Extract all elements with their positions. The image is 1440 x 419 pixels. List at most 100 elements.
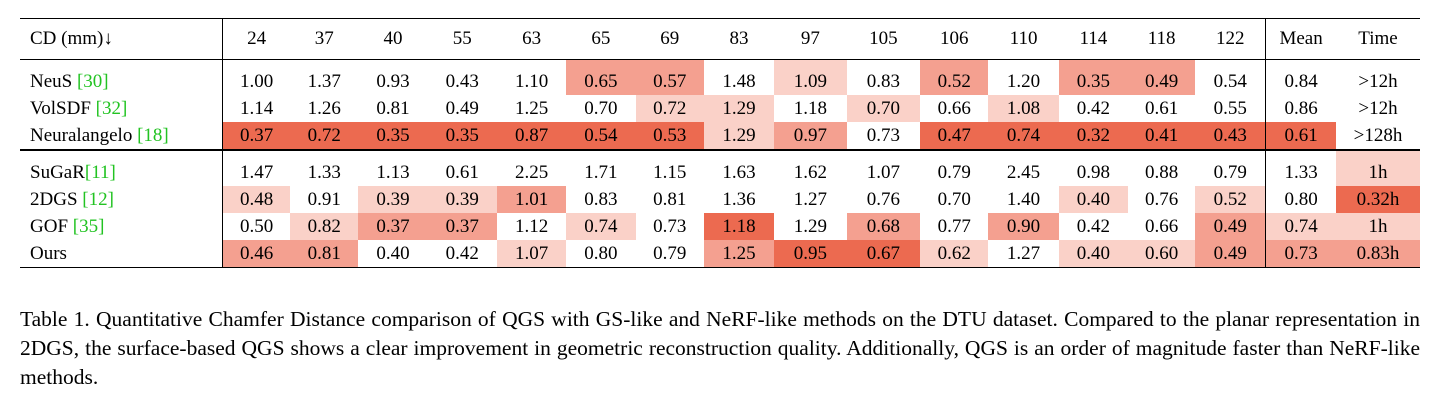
value-cell: 0.49 — [1195, 213, 1267, 240]
value-cell: 1.18 — [793, 97, 828, 119]
value-cell: 0.83 — [584, 188, 618, 210]
value-cell: >12h — [1336, 59, 1420, 95]
method-label: 2DGS — [30, 188, 83, 210]
value-cell: 0.54 — [1195, 59, 1267, 95]
value-cell: 0.40 — [1058, 240, 1129, 268]
value-cell: 0.98 — [1058, 149, 1129, 186]
value-cell: 0.77 — [937, 215, 971, 237]
value-cell: 1.29 — [703, 95, 775, 122]
value-cell: 0.43 — [427, 59, 497, 95]
method-name: NeuS [30] — [20, 59, 224, 95]
value-cell: 0.49 — [1195, 240, 1267, 268]
value-cell: 1.15 — [635, 149, 704, 186]
value-cell: 0.91 — [307, 188, 341, 210]
method-name: VolSDF [32] — [20, 95, 224, 122]
value-cell: 0.37 — [222, 122, 291, 150]
citation-link[interactable]: [11] — [84, 161, 116, 183]
method-label: NeuS — [30, 70, 77, 92]
value-cell: 0.35 — [358, 122, 428, 150]
value-cell: 1.25 — [703, 240, 775, 268]
value-cell: 0.37 — [427, 213, 497, 240]
value-cell: 0.39 — [427, 186, 497, 213]
table-row: Neuralangelo [18] 0.37 0.72 0.35 0.35 0.87 0.5… — [20, 122, 1420, 150]
value-cell: 1.27 — [793, 188, 828, 210]
value-cell: 0.73 — [1265, 240, 1337, 268]
value-cell: 0.93 — [358, 59, 428, 95]
value-cell: 1.29 — [793, 215, 828, 237]
value-cell: 0.35 — [427, 122, 497, 150]
method-name: 2DGS [12] — [20, 186, 224, 213]
method-name: GOF [35] — [20, 213, 224, 240]
value-cell: 0.47 — [920, 122, 989, 150]
value-cell: 0.88 — [1128, 149, 1196, 186]
value-cell: 0.32h — [1336, 186, 1420, 213]
value-cell: 1.26 — [307, 97, 341, 119]
value-cell: 0.72 — [635, 95, 704, 122]
value-cell: 0.72 — [290, 122, 359, 150]
value-cell: 0.73 — [653, 215, 687, 237]
column-header: 63 — [496, 18, 567, 60]
value-cell: 0.40 — [358, 240, 428, 268]
value-cell: 0.61 — [1145, 97, 1179, 119]
value-cell: 0.80 — [1284, 188, 1318, 210]
table-row: 2DGS [12] 0.48 0.91 0.39 0.39 1.01 0.83 0.81 1.3… — [20, 186, 1420, 213]
value-cell: 1.33 — [1265, 149, 1337, 186]
method-label: SuGaR — [30, 161, 85, 183]
table-row: SuGaR[11] 1.47 1.33 1.13 0.61 2.25 1.71 1.15 1.6… — [20, 149, 1420, 186]
value-cell: 0.49 — [1128, 59, 1196, 95]
value-cell: 0.97 — [774, 122, 847, 150]
method-name: Ours — [20, 240, 224, 268]
citation-link[interactable]: [32] — [95, 97, 128, 119]
value-cell: 0.39 — [358, 186, 428, 213]
value-cell: 1.48 — [703, 59, 775, 95]
column-header: 37 — [290, 18, 359, 60]
column-header: 97 — [774, 18, 847, 60]
value-cell: 0.86 — [1284, 97, 1318, 119]
citation-link[interactable]: [18] — [137, 124, 169, 146]
value-cell: 1.33 — [290, 149, 359, 186]
value-cell: 0.82 — [290, 213, 359, 240]
column-header: 110 — [988, 18, 1059, 60]
value-cell: 1.18 — [703, 213, 775, 240]
results-table: CD (mm)↓ 24 37 40 55 63 65 69 83 97 105 106 110 114 1… — [20, 18, 1420, 268]
value-cell: 0.61 — [427, 149, 497, 186]
value-cell: 0.70 — [584, 97, 618, 119]
citation-link[interactable]: [30] — [76, 70, 109, 92]
value-cell: 1.20 — [988, 59, 1059, 95]
value-cell: 0.42 — [1076, 97, 1111, 119]
header-row: CD (mm)↓ 24 37 40 55 63 65 69 83 97 105 106 110 114 1… — [20, 18, 1420, 60]
value-cell: 0.79 — [920, 149, 989, 186]
value-cell: 0.32 — [1058, 122, 1129, 150]
value-cell: 0.68 — [846, 213, 921, 240]
column-header: 65 — [566, 18, 636, 60]
value-cell: 1.62 — [774, 149, 847, 186]
column-header: 24 — [222, 18, 291, 60]
value-cell: 0.50 — [240, 215, 274, 237]
value-cell: 1.29 — [703, 122, 775, 150]
value-cell: 1.14 — [240, 97, 274, 119]
value-cell: 1.09 — [774, 59, 847, 95]
citation-link[interactable]: [35] — [72, 215, 105, 237]
value-cell: 0.48 — [222, 186, 291, 213]
column-header: 122 — [1195, 18, 1267, 60]
table-row: GOF [35] 0.50 0.82 0.37 0.37 1.12 0.74 0.73 1.18… — [20, 213, 1420, 240]
value-cell: 0.40 — [1058, 186, 1129, 213]
value-cell: 1.01 — [496, 186, 567, 213]
value-cell: 1.13 — [358, 149, 428, 186]
value-cell: 0.76 — [1145, 188, 1179, 210]
value-cell: 0.74 — [566, 213, 636, 240]
value-cell: 0.70 — [846, 95, 921, 122]
value-cell: 0.81 — [290, 240, 359, 268]
method-name: Neuralangelo [18] — [20, 122, 224, 150]
value-cell: 0.37 — [358, 213, 428, 240]
citation-link[interactable]: [12] — [82, 188, 114, 210]
column-header: 83 — [703, 18, 775, 60]
value-cell: 1.37 — [290, 59, 359, 95]
value-cell: 0.73 — [866, 124, 900, 146]
value-cell: 1.07 — [846, 149, 921, 186]
method-label: Neuralangelo — [30, 124, 138, 146]
value-cell: 1.47 — [222, 149, 291, 186]
column-header: 114 — [1058, 18, 1129, 60]
table-row: NeuS [30] 1.00 1.37 0.93 0.43 1.10 0.65 0.57 1.4… — [20, 59, 1420, 95]
value-cell: 0.79 — [635, 240, 704, 268]
